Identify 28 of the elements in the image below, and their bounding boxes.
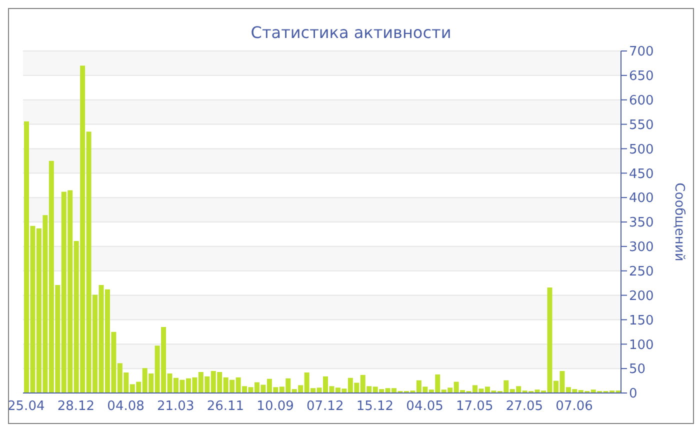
x-tick-label: 04.05 bbox=[406, 399, 444, 414]
y-axis-title: Сообщений bbox=[671, 182, 686, 262]
chart-title: Статистика активности bbox=[250, 23, 452, 42]
x-tick-label: 21.03 bbox=[157, 399, 194, 414]
y-tick-label: 200 bbox=[629, 288, 654, 304]
x-tick-label: 15.12 bbox=[356, 399, 394, 414]
x-tick-label: 04.08 bbox=[107, 399, 144, 414]
y-tick-label: 550 bbox=[629, 118, 654, 133]
x-tick-label: 27.05 bbox=[506, 399, 544, 414]
y-tick-label: 150 bbox=[629, 313, 654, 328]
y-tick-label: 300 bbox=[629, 240, 654, 256]
x-tick-label: 07.12 bbox=[306, 399, 344, 414]
x-tick-label: 17.05 bbox=[456, 399, 494, 414]
y-tick-label: 650 bbox=[629, 69, 654, 84]
y-tick-label: 100 bbox=[629, 338, 654, 353]
y-tick-label: 0 bbox=[629, 386, 638, 402]
y-tick-label: 350 bbox=[629, 216, 654, 231]
x-tick-label: 26.11 bbox=[206, 399, 244, 414]
y-tick-label: 50 bbox=[629, 362, 646, 378]
y-tick-label: 600 bbox=[629, 93, 654, 108]
y-tick-label: 450 bbox=[629, 166, 654, 182]
x-tick-label: 07.06 bbox=[556, 399, 593, 414]
y-tick-label: 400 bbox=[629, 191, 654, 206]
y-tick-label: 500 bbox=[629, 142, 654, 158]
y-tick-label: 250 bbox=[629, 264, 654, 280]
x-tick-label: 28.12 bbox=[57, 399, 95, 414]
y-tick-label: 700 bbox=[629, 44, 654, 60]
x-tick-label: 10.09 bbox=[256, 399, 294, 414]
